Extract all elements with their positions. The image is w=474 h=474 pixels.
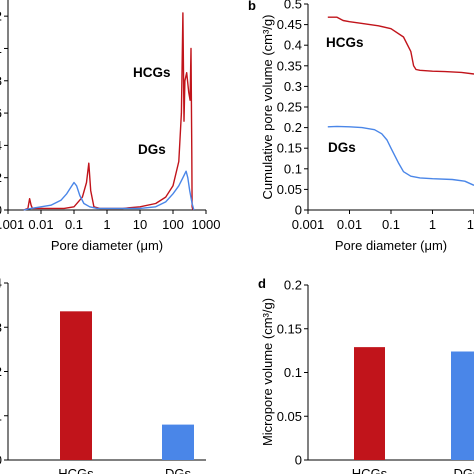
panel-c: 0 0.1 0.2 0.3 0.4 HCGs DGs [0,276,206,474]
bar-hcgs [60,311,92,460]
y-tick-label: 0.8 [0,73,2,88]
y-tick-label: 0 [0,453,2,468]
x-tick-label: 1 [103,217,110,232]
x-tick-label: 0.001 [292,217,325,232]
y-tick-label: 0.45 [277,17,302,32]
annotation-dgs: DGs [138,142,166,157]
y-tick-label: 0.05 [277,409,302,424]
y-tick-label: 0.3 [0,320,2,335]
y-tick-label: 0.4 [0,138,2,153]
x-tick-label: 10 [133,217,147,232]
panel-d: 0 0.05 0.1 0.15 0.2 HCGs DGs d Micropore volume … [258,276,474,474]
panel-a: 0 0.2 0.4 0.6 0.8 1 1.2 0.001 0.01 0.1 1 10 100 1000 P… [0,0,220,253]
bar-dgs [162,424,194,460]
x-tick-label: 0.1 [65,217,83,232]
annotation-hcgs: HCGs [133,65,171,80]
x-tick-label: 10 [467,217,474,232]
y-tick-label: 0.3 [284,79,302,94]
y-tick-label: 0.15 [277,321,302,336]
y-tick-label: 0.1 [284,365,302,380]
y-tick-label: 0.5 [284,0,302,12]
y-tick-label: 1.2 [0,9,2,24]
x-category-label: DGs [165,466,192,474]
x-tick-label: 0.1 [382,217,400,232]
panel-label-b: b [248,0,256,13]
y-axis-label: Cumulative pore volume (cm³/g) [260,15,275,200]
y-tick-label: 0 [295,203,302,218]
x-tick-label: 1 [429,217,436,232]
y-tick-label: 0.1 [0,408,2,423]
x-tick-label: 1000 [192,217,221,232]
series-line-hcgs [327,16,474,75]
y-tick-label: 0.4 [284,38,302,53]
x-category-label: HCGs [352,466,388,474]
bar-dgs [451,351,474,460]
y-tick-label: 0.6 [0,106,2,121]
x-axis-label: Pore diameter (μm) [51,238,163,253]
y-tick-label: 0.15 [277,141,302,156]
y-axis-label: Micropore volume (cm³/g) [260,298,275,446]
panel-label-d: d [258,276,266,291]
y-tick-label: 0.05 [277,182,302,197]
annotation-hcgs: HCGs [326,35,364,50]
y-tick-label: 0.2 [284,278,302,293]
x-tick-label: 100 [162,217,184,232]
series-line-dgs [327,125,474,186]
x-tick-label: 0.01 [28,217,53,232]
series-line-hcgs [23,12,194,211]
y-tick-label: 0.2 [0,170,2,185]
series-line-dgs [23,170,195,211]
annotation-dgs: DGs [328,140,356,155]
y-tick-label: 0 [0,203,2,218]
y-tick-label: 0.35 [277,58,302,73]
y-tick-label: 0 [295,453,302,468]
x-tick-label: 0.001 [0,217,24,232]
y-tick-label: 0.2 [0,364,2,379]
panel-b: 0 0.05 0.1 0.15 0.2 0.25 0.3 0.35 0.4 0.45 0.5 0.00… [248,0,474,253]
bar-hcgs [354,347,385,460]
y-tick-label: 0.4 [0,276,2,291]
y-tick-label: 0.1 [284,161,302,176]
y-tick-label: 0.2 [284,120,302,135]
x-category-label: DGs [454,466,474,474]
x-axis-label: Pore diameter (μm) [335,238,447,253]
y-tick-label: 1 [0,41,2,56]
x-tick-label: 0.01 [337,217,362,232]
y-tick-label: 0.25 [277,100,302,115]
x-category-label: HCGs [58,466,94,474]
